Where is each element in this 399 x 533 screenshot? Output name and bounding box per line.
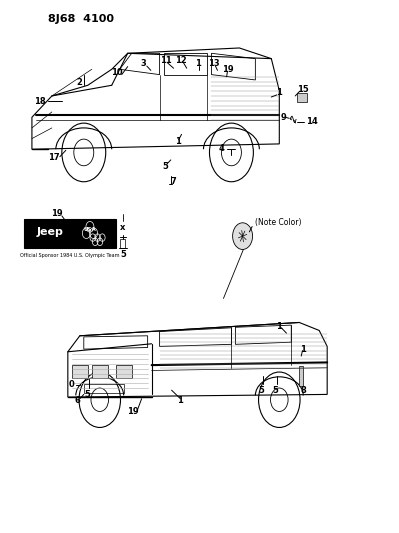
Text: 1: 1 (277, 88, 282, 97)
Text: 1: 1 (195, 60, 200, 68)
Bar (116, 365, 132, 378)
Text: 1: 1 (175, 137, 180, 146)
Text: 19: 19 (126, 407, 138, 416)
Text: (Note Color): (Note Color) (255, 219, 301, 227)
Text: 17: 17 (48, 153, 60, 161)
Text: 3: 3 (141, 60, 146, 68)
Text: 5: 5 (259, 386, 264, 394)
Text: 19: 19 (222, 65, 234, 74)
Bar (72, 365, 88, 378)
Text: 5: 5 (84, 390, 90, 399)
Text: 5: 5 (273, 386, 278, 394)
Text: 15: 15 (297, 85, 309, 94)
Bar (299, 366, 303, 386)
Text: 14: 14 (306, 117, 318, 126)
Text: 13: 13 (207, 60, 219, 68)
Text: 0: 0 (69, 381, 75, 389)
Text: 9: 9 (280, 113, 286, 122)
Text: 11: 11 (160, 56, 172, 65)
Text: 5: 5 (120, 251, 126, 259)
Text: 8: 8 (300, 386, 306, 394)
Text: 19: 19 (51, 209, 63, 217)
Text: 2: 2 (77, 78, 83, 87)
Text: 5: 5 (163, 162, 168, 171)
Text: 4: 4 (219, 144, 224, 153)
Text: x: x (120, 223, 126, 232)
Text: Official Sponsor 1984 U.S. Olympic Team: Official Sponsor 1984 U.S. Olympic Team (20, 253, 120, 259)
Text: 18: 18 (34, 97, 46, 106)
Text: 1: 1 (300, 345, 306, 353)
Text: 1: 1 (277, 322, 282, 330)
Text: 7: 7 (171, 177, 176, 185)
Text: Jeep: Jeep (36, 227, 63, 237)
Text: 8J68  4100: 8J68 4100 (48, 14, 114, 23)
Text: 12: 12 (175, 56, 187, 65)
Text: USA: USA (84, 227, 97, 232)
Bar (120, 239, 125, 248)
Bar (84, 384, 124, 393)
Circle shape (233, 223, 253, 249)
Text: 10: 10 (111, 68, 123, 77)
Bar (24, 219, 116, 248)
Text: 1: 1 (177, 397, 182, 405)
Bar (297, 93, 307, 102)
Bar (92, 365, 108, 378)
Text: 6: 6 (74, 397, 80, 405)
